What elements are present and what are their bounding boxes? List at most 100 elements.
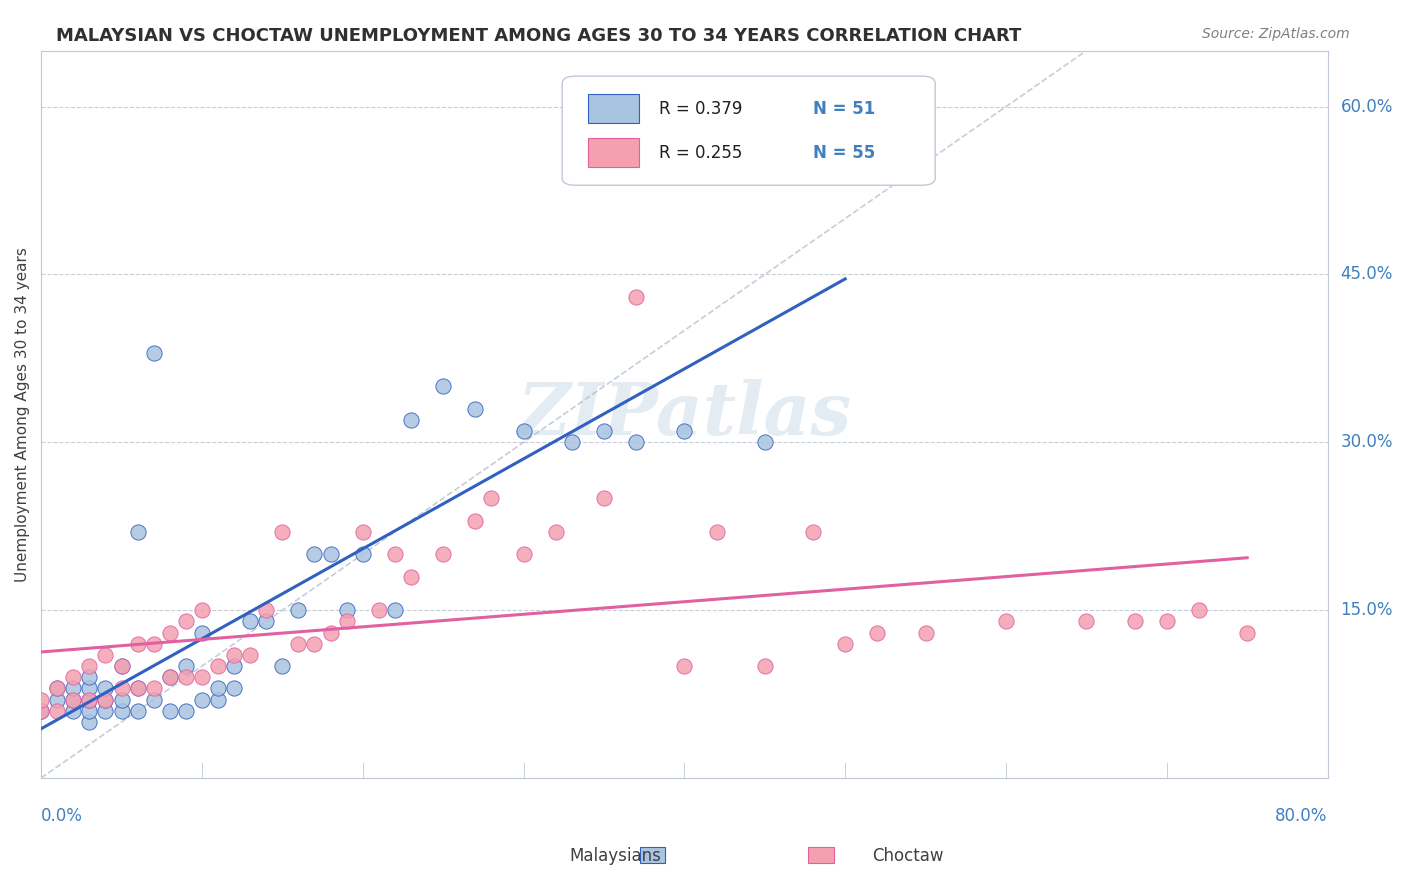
Point: [142, 346, 165, 360]
Point: [222, 659, 245, 673]
Text: 60.0%: 60.0%: [1340, 97, 1393, 116]
Point: [561, 435, 583, 450]
Text: 0.0%: 0.0%: [41, 807, 83, 825]
Point: [673, 659, 696, 673]
Point: [79, 714, 101, 729]
Point: [432, 547, 454, 561]
Point: [110, 704, 132, 718]
Text: ZIPatlas: ZIPatlas: [517, 379, 852, 450]
Point: [352, 524, 374, 539]
Point: [1156, 615, 1178, 629]
Point: [79, 692, 101, 706]
Point: [159, 704, 181, 718]
Point: [801, 524, 824, 539]
Point: [432, 379, 454, 393]
Point: [222, 681, 245, 696]
Point: [174, 670, 197, 684]
Point: [287, 603, 309, 617]
Point: [593, 491, 616, 506]
Text: MALAYSIAN VS CHOCTAW UNEMPLOYMENT AMONG AGES 30 TO 34 YEARS CORRELATION CHART: MALAYSIAN VS CHOCTAW UNEMPLOYMENT AMONG …: [56, 27, 1022, 45]
Point: [593, 424, 616, 438]
FancyBboxPatch shape: [562, 76, 935, 186]
Text: Source: ZipAtlas.com: Source: ZipAtlas.com: [1202, 27, 1350, 41]
Point: [834, 100, 856, 114]
Point: [94, 692, 117, 706]
Point: [159, 670, 181, 684]
Point: [624, 435, 647, 450]
Point: [479, 491, 502, 506]
Text: 80.0%: 80.0%: [1275, 807, 1327, 825]
Bar: [808, 847, 834, 863]
Point: [62, 692, 84, 706]
Point: [46, 692, 69, 706]
Point: [110, 659, 132, 673]
Point: [46, 704, 69, 718]
Point: [174, 615, 197, 629]
Point: [464, 514, 486, 528]
Point: [127, 637, 149, 651]
Text: Malaysians: Malaysians: [569, 847, 661, 865]
Point: [46, 681, 69, 696]
Point: [336, 615, 359, 629]
Point: [142, 637, 165, 651]
Point: [287, 637, 309, 651]
Point: [239, 648, 262, 662]
Text: 45.0%: 45.0%: [1340, 266, 1393, 284]
Point: [110, 659, 132, 673]
Point: [207, 692, 229, 706]
Point: [254, 615, 277, 629]
Point: [127, 704, 149, 718]
Point: [319, 547, 342, 561]
Point: [336, 603, 359, 617]
Point: [174, 659, 197, 673]
Point: [1188, 603, 1211, 617]
Point: [384, 603, 406, 617]
FancyBboxPatch shape: [588, 95, 640, 123]
Point: [207, 659, 229, 673]
Point: [512, 547, 534, 561]
Point: [127, 681, 149, 696]
Point: [62, 681, 84, 696]
Point: [544, 524, 567, 539]
Point: [191, 670, 214, 684]
Point: [254, 603, 277, 617]
Point: [191, 603, 214, 617]
Point: [464, 401, 486, 416]
Point: [174, 704, 197, 718]
Text: 30.0%: 30.0%: [1340, 434, 1393, 451]
Point: [30, 704, 52, 718]
Point: [62, 692, 84, 706]
Point: [30, 692, 52, 706]
Point: [834, 637, 856, 651]
Point: [62, 670, 84, 684]
Point: [399, 569, 422, 583]
Point: [384, 547, 406, 561]
Point: [624, 290, 647, 304]
Point: [159, 625, 181, 640]
Y-axis label: Unemployment Among Ages 30 to 34 years: Unemployment Among Ages 30 to 34 years: [15, 247, 30, 582]
Point: [352, 547, 374, 561]
Point: [79, 659, 101, 673]
Point: [191, 625, 214, 640]
Point: [159, 670, 181, 684]
Point: [110, 681, 132, 696]
FancyBboxPatch shape: [588, 138, 640, 167]
Text: 15.0%: 15.0%: [1340, 601, 1393, 619]
Point: [222, 648, 245, 662]
Point: [62, 704, 84, 718]
Text: Choctaw: Choctaw: [872, 847, 943, 865]
Point: [142, 681, 165, 696]
Point: [94, 681, 117, 696]
Point: [79, 692, 101, 706]
Point: [706, 524, 728, 539]
Point: [46, 681, 69, 696]
Point: [673, 424, 696, 438]
Point: [304, 547, 326, 561]
Point: [239, 615, 262, 629]
Point: [1123, 615, 1146, 629]
Point: [754, 435, 776, 450]
Point: [914, 625, 936, 640]
Point: [110, 692, 132, 706]
Point: [994, 615, 1017, 629]
Point: [207, 681, 229, 696]
